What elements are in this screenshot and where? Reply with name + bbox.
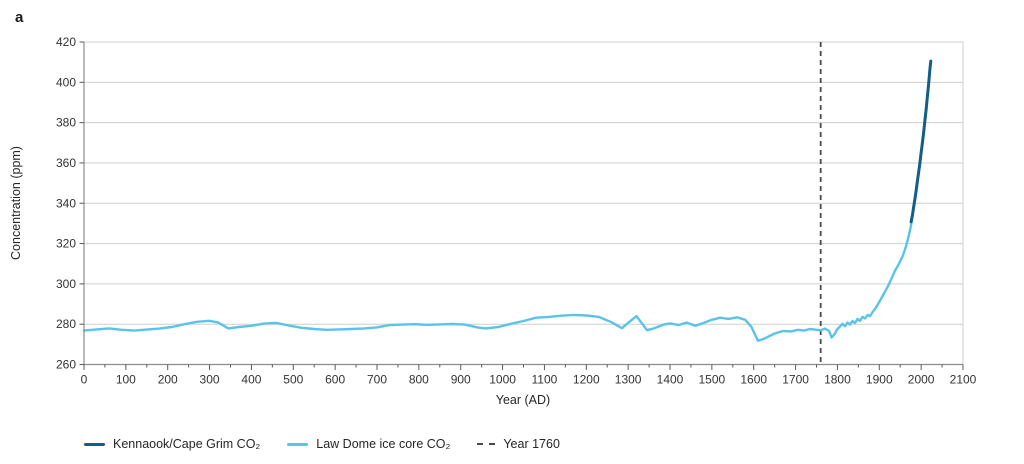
legend-dashed-swatch <box>477 443 496 445</box>
x-tick-label: 700 <box>367 373 387 387</box>
legend-line-swatch <box>287 442 309 446</box>
y-tick-label: 280 <box>56 317 76 331</box>
co2-line-chart: 0 100 200 300 400 500 600 700 800 900 1000 1100 1200… <box>9 35 977 407</box>
y-tick-label: 420 <box>56 35 76 49</box>
x-tick-label: 2000 <box>908 373 935 387</box>
x-tick-label: 1200 <box>573 373 600 387</box>
legend-label: Kennaook/Cape Grim CO₂ <box>113 437 261 451</box>
x-tick-label: 1400 <box>657 373 684 387</box>
x-tick-label: 500 <box>283 373 303 387</box>
y-tick-label: 260 <box>56 358 76 372</box>
legend-item: Kennaook/Cape Grim CO₂ <box>84 437 260 451</box>
panel-label: a <box>15 9 24 26</box>
chart-legend: Kennaook/Cape Grim CO₂ Law Dome ice core … <box>84 437 560 451</box>
y-tick-label: 340 <box>56 196 76 210</box>
x-tick-label: 300 <box>200 373 220 387</box>
x-tick-label: 1600 <box>740 373 767 387</box>
axis-layer: 0 100 200 300 400 500 600 700 800 900 1000 1100 1200… <box>56 35 977 387</box>
series-layer <box>82 59 933 342</box>
series-line-law-dome <box>82 219 914 342</box>
x-tick-label: 1000 <box>489 373 516 387</box>
y-axis-title: Concentration (ppm) <box>9 146 23 260</box>
series-line-cape-grim <box>909 59 933 224</box>
x-tick-label: 800 <box>409 373 429 387</box>
x-tick-label: 1900 <box>866 373 893 387</box>
x-tick-label: 1800 <box>824 373 851 387</box>
y-tick-label: 360 <box>56 156 76 170</box>
y-tick-label: 400 <box>56 75 76 89</box>
x-tick-label: 100 <box>116 373 136 387</box>
x-tick-label: 600 <box>325 373 345 387</box>
legend-line-swatch <box>84 442 105 446</box>
x-tick-label: 200 <box>158 373 178 387</box>
y-tick-label: 380 <box>56 116 76 130</box>
x-tick-label: 1500 <box>699 373 726 387</box>
legend-item: Law Dome ice core CO₂ <box>287 437 450 451</box>
gridline-layer <box>84 41 964 365</box>
x-tick-label: 1300 <box>615 373 642 387</box>
x-axis-title: Year (AD) <box>496 393 550 407</box>
legend-label: Law Dome ice core CO₂ <box>316 437 451 451</box>
y-tick-label: 320 <box>56 237 76 251</box>
y-tick-label: 300 <box>56 277 76 291</box>
x-tick-label: 900 <box>451 373 471 387</box>
x-tick-label: 1700 <box>782 373 809 387</box>
x-tick-label: 400 <box>241 373 261 387</box>
x-tick-label: 2100 <box>950 373 977 387</box>
legend-label: Year 1760 <box>503 437 560 451</box>
x-tick-label: 0 <box>81 373 88 387</box>
legend-item: Year 1760 <box>477 437 560 451</box>
x-tick-label: 1100 <box>532 373 558 387</box>
